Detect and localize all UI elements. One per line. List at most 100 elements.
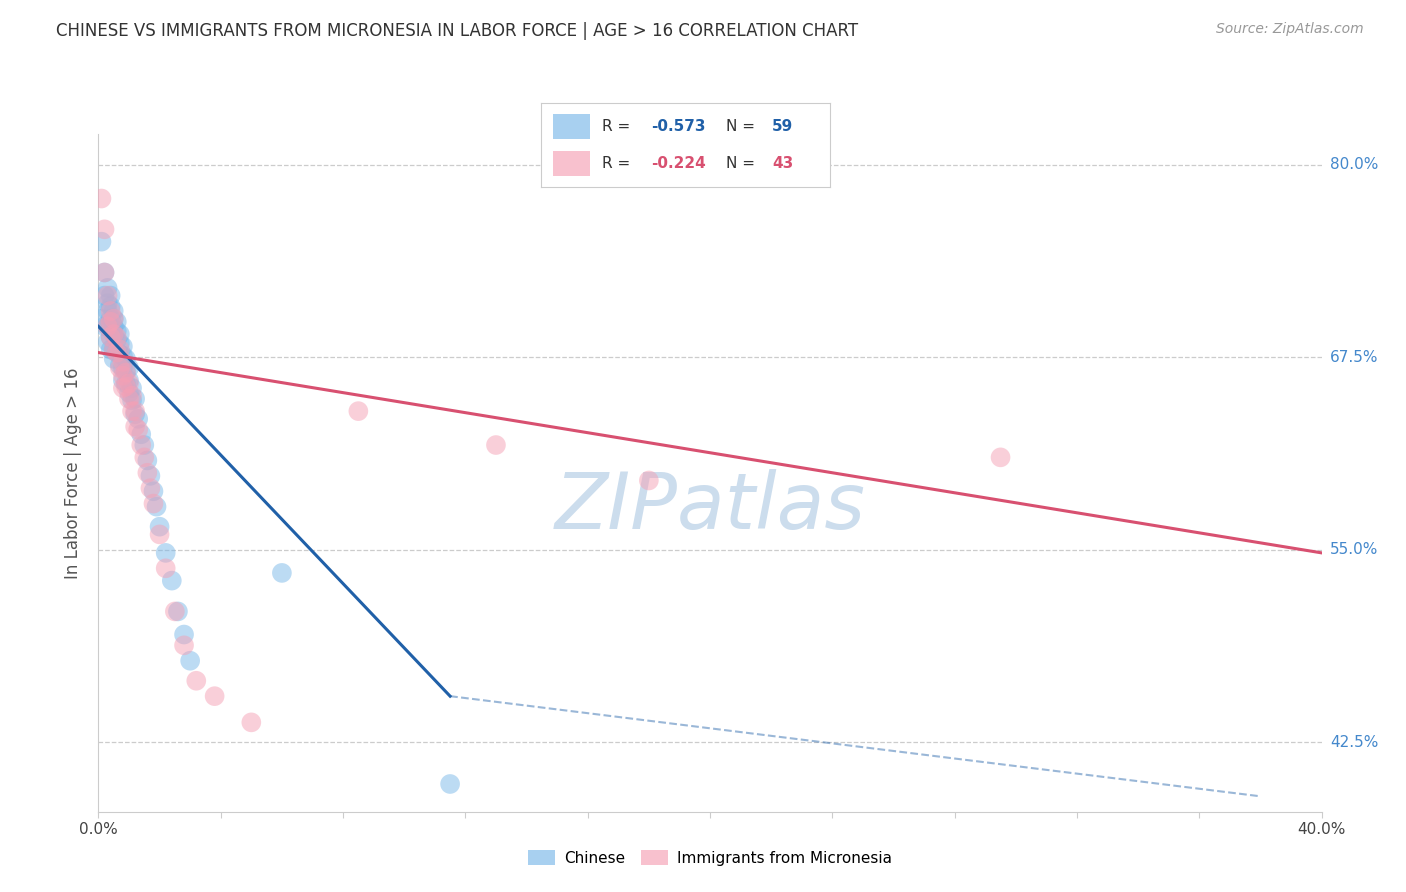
Text: 43: 43 bbox=[772, 156, 793, 171]
Point bbox=[145, 500, 167, 514]
Point bbox=[439, 777, 461, 791]
Point bbox=[124, 407, 146, 421]
Point bbox=[637, 474, 661, 488]
Point bbox=[124, 392, 146, 406]
Point bbox=[121, 381, 143, 395]
Point bbox=[111, 368, 134, 383]
Point bbox=[118, 361, 141, 376]
Point bbox=[142, 497, 165, 511]
Point bbox=[97, 288, 120, 302]
Point bbox=[111, 373, 134, 387]
Text: -0.573: -0.573 bbox=[651, 119, 706, 134]
Text: 55.0%: 55.0% bbox=[1330, 542, 1378, 558]
Point bbox=[100, 311, 122, 326]
Point bbox=[139, 468, 162, 483]
Point bbox=[100, 315, 122, 329]
Point bbox=[149, 519, 172, 533]
Point bbox=[103, 343, 125, 357]
Point bbox=[485, 438, 508, 452]
Text: 42.5%: 42.5% bbox=[1330, 735, 1378, 750]
Point bbox=[129, 438, 152, 452]
Legend: Chinese, Immigrants from Micronesia: Chinese, Immigrants from Micronesia bbox=[522, 844, 898, 871]
Point bbox=[105, 324, 128, 338]
Point bbox=[155, 546, 177, 560]
Point bbox=[270, 566, 292, 580]
Point bbox=[163, 604, 186, 618]
Point bbox=[160, 574, 183, 588]
Point bbox=[347, 404, 370, 418]
Text: 80.0%: 80.0% bbox=[1330, 157, 1378, 172]
Point bbox=[105, 333, 128, 347]
Point bbox=[149, 527, 172, 541]
Point bbox=[97, 281, 120, 295]
Bar bbox=[553, 151, 591, 177]
Point bbox=[115, 376, 138, 391]
Point bbox=[108, 358, 131, 372]
Point bbox=[115, 351, 138, 366]
Point bbox=[142, 484, 165, 499]
Bar bbox=[553, 113, 591, 139]
Point bbox=[127, 423, 149, 437]
Point bbox=[186, 673, 208, 688]
Point bbox=[990, 450, 1012, 465]
Point bbox=[105, 330, 128, 344]
Point bbox=[118, 385, 141, 400]
Point bbox=[103, 311, 125, 326]
Point bbox=[103, 304, 125, 318]
Point bbox=[115, 379, 138, 393]
Point bbox=[100, 288, 122, 302]
Point bbox=[136, 466, 159, 480]
Point bbox=[108, 361, 131, 376]
Point bbox=[167, 604, 190, 618]
Point bbox=[121, 389, 143, 403]
Point bbox=[173, 638, 195, 652]
Point bbox=[127, 412, 149, 426]
Point bbox=[134, 450, 156, 465]
Point bbox=[103, 319, 125, 334]
Text: R =: R = bbox=[602, 119, 636, 134]
Text: Source: ZipAtlas.com: Source: ZipAtlas.com bbox=[1216, 22, 1364, 37]
Point bbox=[129, 427, 152, 442]
Point bbox=[204, 689, 226, 703]
Text: R =: R = bbox=[602, 156, 636, 171]
Point bbox=[121, 404, 143, 418]
Point bbox=[118, 392, 141, 406]
Point bbox=[97, 319, 120, 334]
Point bbox=[105, 345, 128, 359]
Point bbox=[100, 304, 122, 318]
Point bbox=[90, 235, 112, 249]
Point bbox=[103, 327, 125, 342]
Text: ZIPatlas: ZIPatlas bbox=[554, 468, 866, 545]
Point bbox=[97, 296, 120, 310]
Point bbox=[93, 288, 115, 302]
Text: N =: N = bbox=[725, 156, 759, 171]
Point bbox=[90, 311, 112, 326]
Text: 67.5%: 67.5% bbox=[1330, 350, 1378, 365]
Point bbox=[108, 347, 131, 361]
Point bbox=[139, 481, 162, 495]
Point bbox=[179, 654, 201, 668]
Point bbox=[240, 715, 263, 730]
Text: CHINESE VS IMMIGRANTS FROM MICRONESIA IN LABOR FORCE | AGE > 16 CORRELATION CHAR: CHINESE VS IMMIGRANTS FROM MICRONESIA IN… bbox=[56, 22, 859, 40]
Point bbox=[105, 345, 128, 359]
Point bbox=[111, 349, 134, 363]
Text: 59: 59 bbox=[772, 119, 793, 134]
Point bbox=[97, 304, 120, 318]
Text: N =: N = bbox=[725, 119, 759, 134]
Point bbox=[93, 319, 115, 334]
Point bbox=[103, 351, 125, 366]
Point bbox=[115, 366, 138, 380]
Point bbox=[105, 315, 128, 329]
Text: -0.224: -0.224 bbox=[651, 156, 706, 171]
Point bbox=[90, 192, 112, 206]
Point bbox=[121, 393, 143, 408]
Point bbox=[108, 343, 131, 357]
Point bbox=[111, 381, 134, 395]
Point bbox=[100, 330, 122, 344]
Point bbox=[93, 265, 115, 279]
Point bbox=[103, 311, 125, 326]
Point bbox=[111, 355, 134, 369]
Point bbox=[103, 327, 125, 342]
Point bbox=[155, 561, 177, 575]
Point bbox=[97, 334, 120, 349]
